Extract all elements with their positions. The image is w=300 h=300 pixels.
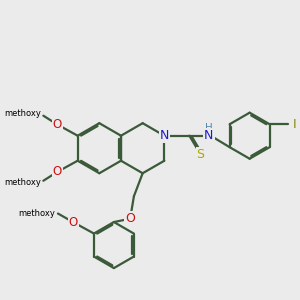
Text: N: N xyxy=(204,129,214,142)
Text: O: O xyxy=(52,166,62,178)
Text: N: N xyxy=(160,129,169,142)
Text: methoxy: methoxy xyxy=(4,178,41,187)
Text: S: S xyxy=(196,148,205,161)
Text: H: H xyxy=(205,123,213,133)
Text: methoxy: methoxy xyxy=(4,110,41,118)
Text: O: O xyxy=(52,118,62,131)
Text: methoxy: methoxy xyxy=(18,209,55,218)
Text: O: O xyxy=(69,216,78,229)
Text: O: O xyxy=(125,212,135,225)
Text: I: I xyxy=(293,118,296,131)
